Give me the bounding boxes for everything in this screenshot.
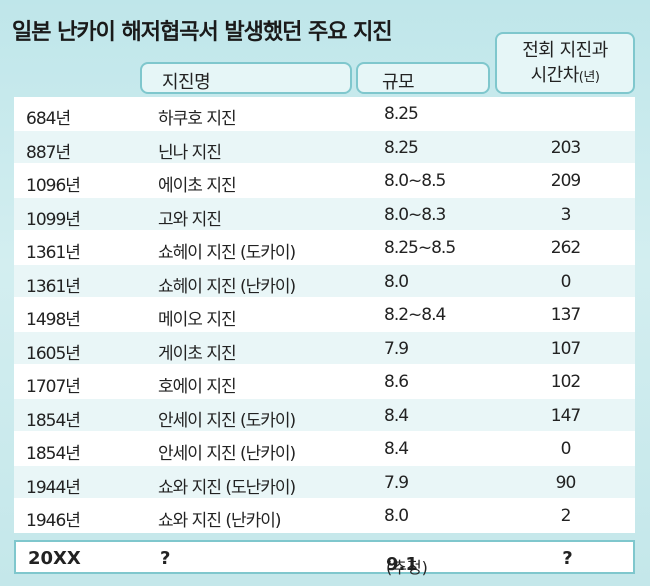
cell-name: 하쿠호 지진 [158, 109, 237, 129]
table-row: 1854년 안세이 지진 (도카이) 8.4 147 [14, 398, 635, 432]
header-earthquake-name: 지진명 [140, 62, 352, 94]
header-magnitude: 규모 [356, 62, 490, 94]
cell-name: 쇼헤이 지진 (도카이) [158, 243, 296, 263]
cell-gap: 102 [550, 372, 581, 392]
table-row: 1498년 메이오 지진 8.2~8.4 137 [14, 298, 635, 332]
cell-magnitude: 8.0 [384, 271, 409, 292]
cell-gap: 0 [560, 439, 572, 459]
cell-name: 안세이 지진 (도카이) [158, 410, 296, 431]
table-row: 1096년 에이초 지진 8.0~8.5 209 [14, 164, 635, 198]
cell-gap: 137 [550, 305, 581, 325]
cell-name: 메이오 지진 [158, 310, 237, 330]
cell-magnitude: 8.4 [384, 405, 409, 426]
cell-name: 고와 지진 [158, 209, 222, 230]
cell-magnitude: 7.9 [384, 338, 409, 359]
table-row: 1361년 쇼헤이 지진 (난카이) 8.0 0 [14, 264, 635, 298]
magnitude-note: (추정) [386, 558, 428, 577]
cell-year: 1605년 [26, 343, 81, 364]
cell-name: 쇼와 지진 (도난카이) [158, 477, 296, 498]
table-row: 1605년 게이초 지진 7.9 107 [14, 331, 635, 365]
table-row: 1099년 고와 지진 8.0~8.3 3 [14, 197, 635, 231]
cell-gap: 3 [560, 204, 572, 225]
table-row: 1944년 쇼와 지진 (도난카이) 7.9 90 [14, 465, 635, 499]
cell-magnitude: 8.25 [384, 137, 419, 158]
cell-year: 1854년 [26, 410, 81, 431]
table-row: 1946년 쇼와 지진 (난카이) 8.0 2 [14, 499, 635, 533]
cell-magnitude: 8.25~8.5 [384, 238, 456, 258]
cell-name: 닌나 지진 [158, 142, 222, 163]
cell-year: 1361년 [26, 276, 81, 297]
cell-year: 1946년 [26, 511, 81, 531]
table-row: 887년 닌나 지진 8.25 203 [14, 130, 635, 164]
cell-magnitude: 8.0~8.5 [384, 171, 446, 191]
cell-gap: 147 [550, 405, 581, 426]
cell-gap: ? [562, 548, 573, 569]
table-row: 684년 하쿠호 지진 8.25 [14, 97, 635, 131]
cell-gap: 2 [560, 506, 572, 526]
future-earthquake-row: 20XX ? 9.1 (추정) ? [14, 540, 635, 577]
magnitude-value: 9.1 [386, 554, 418, 575]
cell-gap: 209 [550, 171, 581, 191]
cell-name: 쇼와 지진 (난카이) [158, 511, 282, 531]
cell-name: 호에이 지진 [158, 377, 237, 397]
cell-magnitude: 8.4 [384, 439, 409, 459]
cell-year: 1498년 [26, 310, 81, 330]
cell-magnitude: 8.0 [384, 506, 409, 526]
cell-name: 에이초 지진 [158, 176, 237, 196]
cell-year: 1944년 [26, 477, 81, 498]
cell-gap: 0 [560, 271, 572, 292]
cell-gap: 262 [550, 238, 581, 258]
cell-year: 887년 [26, 142, 71, 163]
cell-year: 20XX [28, 548, 81, 569]
header-time-gap-label: 시간차 [530, 65, 580, 86]
cell-year: 1707년 [26, 377, 81, 397]
cell-year: 1361년 [26, 243, 81, 263]
header-time-gap-unit: (년) [578, 70, 600, 85]
table-row: 1707년 호에이 지진 8.6 102 [14, 365, 635, 399]
cell-year: 1099년 [26, 209, 81, 230]
cell-gap: 90 [555, 472, 577, 493]
header-time-gap-line2: 시간차(년) [497, 63, 633, 90]
cell-year: 684년 [26, 109, 71, 129]
cell-year: 1854년 [26, 444, 81, 464]
cell-year: 1096년 [26, 176, 81, 196]
cell-name: 게이초 지진 [158, 343, 237, 364]
cell-magnitude: 8.2~8.4 [384, 305, 446, 325]
cell-magnitude: 8.6 [384, 372, 409, 392]
cell-magnitude: 8.0~8.3 [384, 204, 446, 225]
table-row: 1361년 쇼헤이 지진 (도카이) 8.25~8.5 262 [14, 231, 635, 265]
cell-magnitude: 8.25 [384, 104, 419, 124]
page-title: 일본 난카이 해저협곡서 발생했던 주요 지진 [12, 20, 393, 45]
cell-name: ? [160, 548, 171, 569]
cell-gap: 107 [550, 338, 581, 359]
cell-name: 쇼헤이 지진 (난카이) [158, 276, 296, 297]
table-row: 1854년 안세이 지진 (난카이) 8.4 0 [14, 432, 635, 466]
cell-name: 안세이 지진 (난카이) [158, 444, 296, 464]
header-time-gap: 전회 지진과 시간차(년) [495, 32, 635, 94]
earthquake-table: 684년 하쿠호 지진 8.25 887년 닌나 지진 8.25 203 1096년 에이초… [14, 97, 635, 533]
cell-gap: 203 [550, 137, 581, 158]
header-time-gap-line1: 전회 지진과 [522, 40, 608, 61]
cell-magnitude: 7.9 [384, 472, 409, 493]
